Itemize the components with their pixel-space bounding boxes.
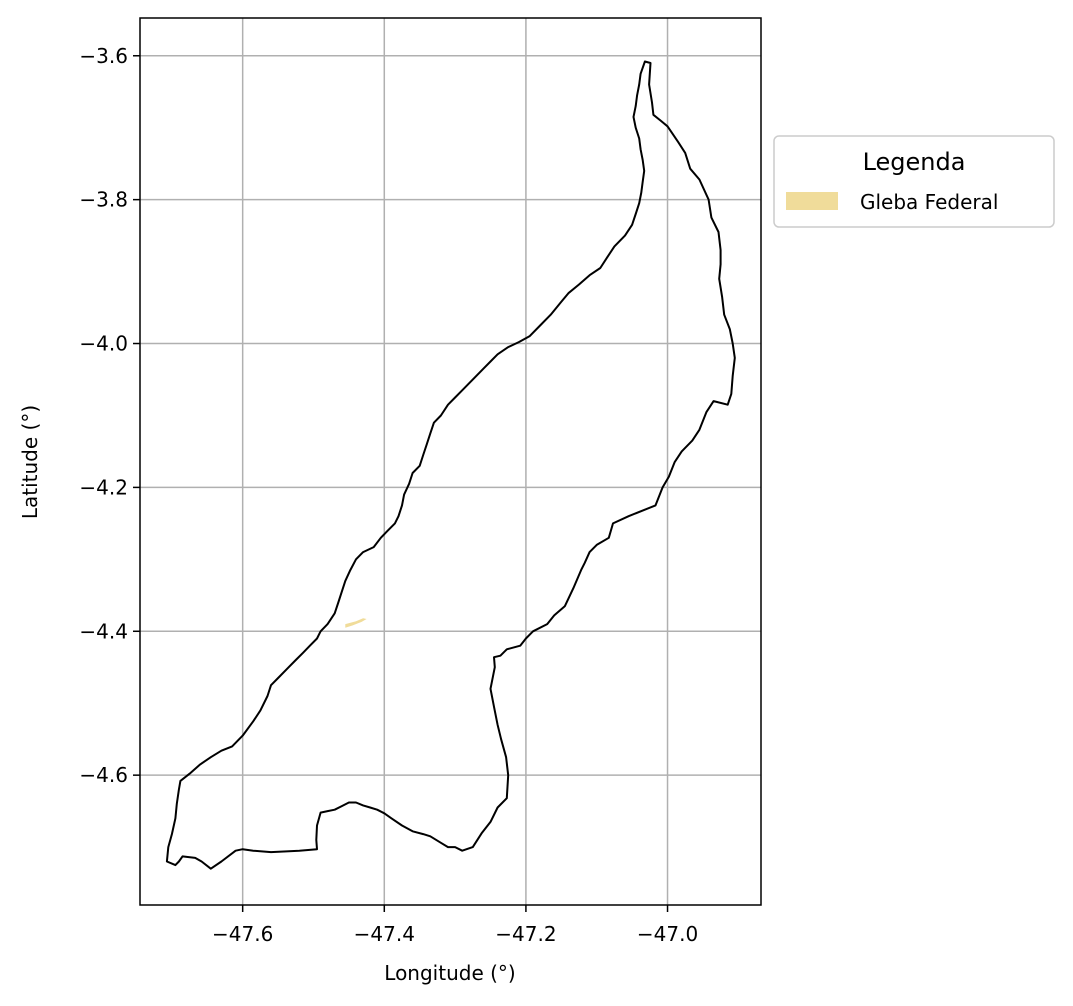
y-tick-label: −3.8 (79, 188, 128, 212)
x-tick-label: −47.2 (495, 922, 556, 946)
map-layer (165, 60, 736, 870)
legend: Legenda Gleba Federal (773, 135, 1055, 228)
y-tick-label: −4.2 (79, 475, 128, 499)
plot-area-background (140, 18, 761, 905)
x-tick-label: −47.0 (637, 922, 698, 946)
y-axis-ticks: −3.6 −3.8 −4.0 −4.2 −4.4 −4.6 (79, 44, 140, 787)
y-axis-label: Latitude (°) (18, 405, 42, 519)
grid-lines (140, 18, 761, 905)
y-tick-label: −4.0 (79, 332, 128, 356)
y-tick-label: −3.6 (79, 44, 128, 68)
legend-title: Legenda (863, 148, 966, 176)
y-tick-label: −4.4 (79, 619, 128, 643)
x-axis-label: Longitude (°) (384, 961, 515, 985)
municipality-boundary (165, 60, 736, 870)
gleba-federal-area (345, 618, 367, 628)
legend-box (773, 135, 1055, 228)
legend-swatch-gleba-federal (786, 192, 838, 210)
legend-entry-gleba-federal: Gleba Federal (860, 190, 998, 214)
x-tick-label: −47.6 (212, 922, 273, 946)
x-tick-label: −47.4 (354, 922, 415, 946)
y-tick-label: −4.6 (79, 763, 128, 787)
x-axis-ticks: −47.6 −47.4 −47.2 −47.0 (212, 905, 698, 946)
plot-frame (139, 17, 762, 906)
